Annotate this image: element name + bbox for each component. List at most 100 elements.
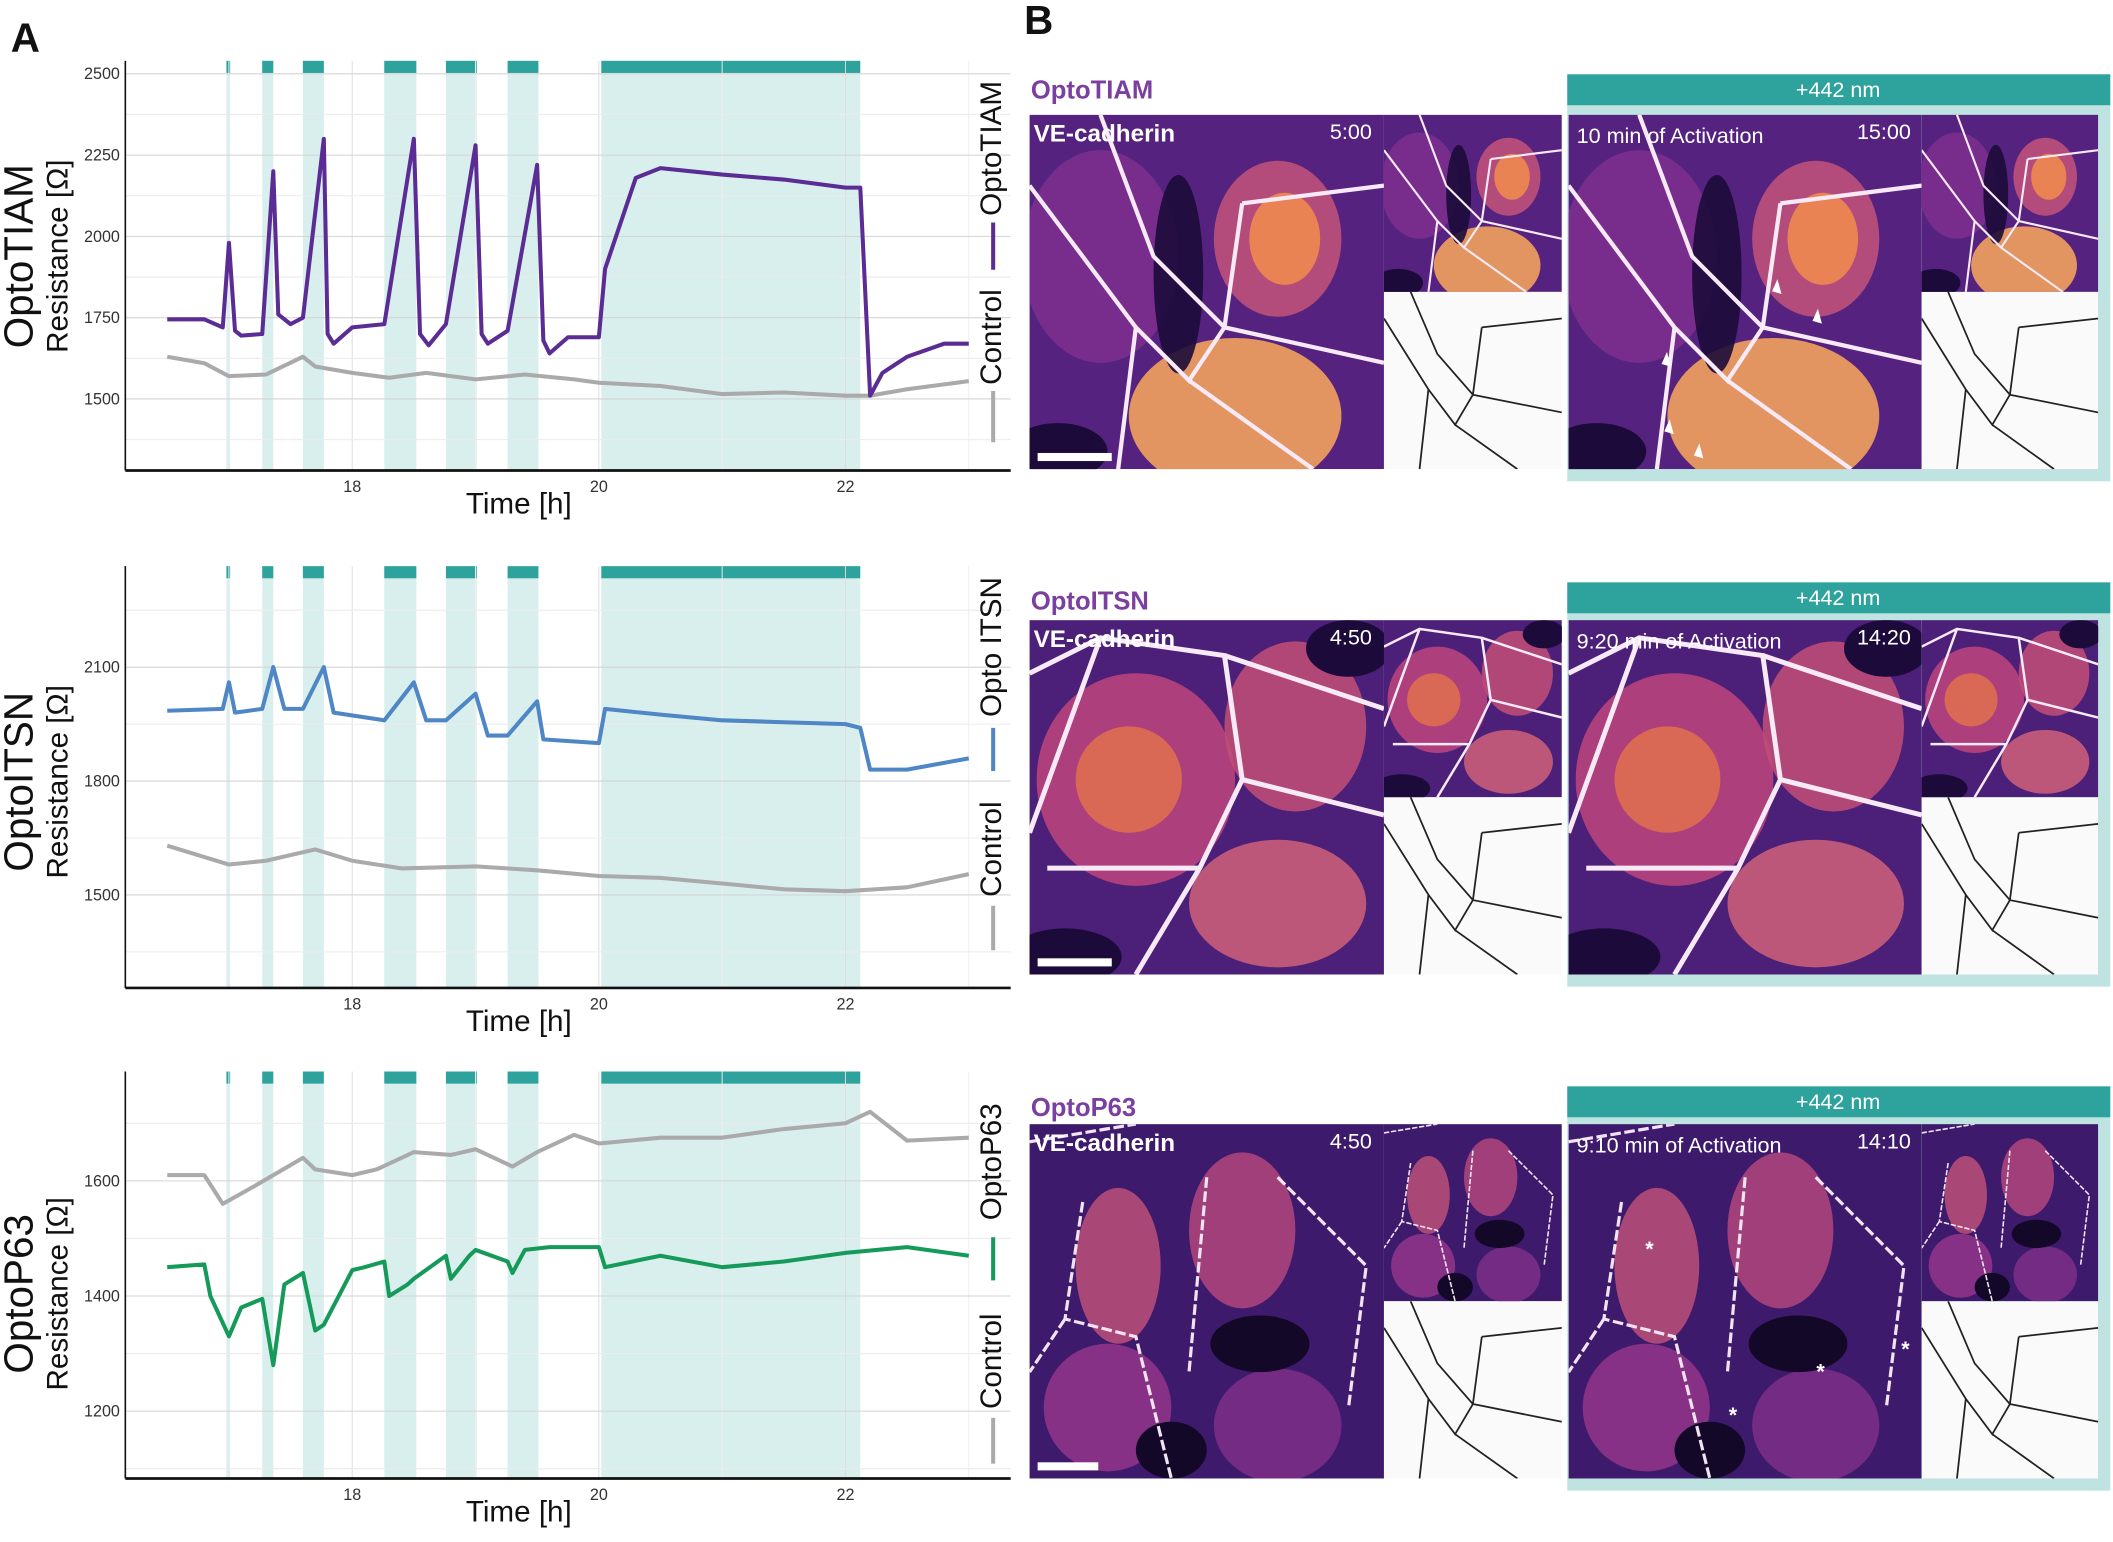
illumination-bar bbox=[302, 60, 324, 73]
stimulus-label: +442 nm bbox=[1796, 77, 1880, 102]
timestamp-before: 5:00 bbox=[1330, 119, 1372, 144]
stain-label: VE-cadherin bbox=[1034, 1130, 1176, 1157]
panel-letter-b: B bbox=[1024, 0, 1053, 43]
illumination-band bbox=[507, 566, 539, 988]
legend-label-experimental: Opto ITSN bbox=[975, 577, 1008, 717]
illumination-bar bbox=[507, 1071, 539, 1084]
x-tick-label: 22 bbox=[836, 1486, 854, 1504]
series-line-control bbox=[167, 1109, 969, 1206]
illumination-band bbox=[302, 566, 324, 988]
stimulus-label: +442 nm bbox=[1796, 585, 1880, 610]
x-tick-label: 20 bbox=[590, 478, 608, 496]
microscopy-row-optoitsn: OptoITSN +442 nm VE-cadherin 4:50 9:20 min o… bbox=[1008, 582, 2111, 987]
x-axis-label: Time [h] bbox=[466, 1005, 572, 1038]
illumination-band bbox=[507, 1071, 539, 1479]
asterisk-marker: * bbox=[1901, 1336, 1910, 1361]
timestamp-before: 4:50 bbox=[1330, 1128, 1372, 1153]
micrograph-after-inverted bbox=[1921, 797, 2099, 975]
construct-title: OptoITSN bbox=[1031, 587, 1149, 615]
illumination-band bbox=[262, 566, 274, 988]
y-tick-label: 1750 bbox=[84, 309, 120, 327]
stimulus-bar bbox=[1567, 1086, 2111, 1118]
construct-title: OptoTIAM bbox=[1031, 77, 1153, 105]
micrograph-after-zoom bbox=[1921, 114, 2099, 292]
y-tick-label: 1500 bbox=[84, 886, 120, 904]
micrograph-after-inverted bbox=[1921, 291, 2099, 470]
micrograph-after-inverted bbox=[1921, 1301, 2099, 1479]
timestamp-after: 15:00 bbox=[1857, 119, 1911, 144]
illumination-bar bbox=[226, 1071, 231, 1084]
panel-letter-a: A bbox=[11, 14, 40, 60]
illumination-bar bbox=[262, 60, 274, 73]
micrograph-after bbox=[1547, 620, 1928, 985]
illumination-bar bbox=[302, 1071, 324, 1084]
arrowhead-marker bbox=[1772, 279, 1782, 294]
scale-bar bbox=[1037, 958, 1112, 967]
y-axis-label: Resistance [Ω] bbox=[41, 160, 74, 353]
y-tick-label: 1400 bbox=[84, 1287, 120, 1305]
chart-optoitsn: 1500 1800 2100 18 20 22 Time [h] OptoITSN Resist… bbox=[0, 566, 1011, 1038]
series-line-optotiam bbox=[167, 136, 969, 398]
illumination-band bbox=[507, 60, 539, 471]
illumination-bar bbox=[262, 1071, 274, 1084]
illumination-bar bbox=[226, 60, 231, 73]
micrograph-before-inverted bbox=[1383, 291, 1562, 470]
y-axis-label: Resistance [Ω] bbox=[41, 1197, 74, 1390]
micrograph-after-zoom bbox=[1921, 1124, 2099, 1302]
activation-label: 9:10 min of Activation bbox=[1577, 1132, 1782, 1157]
legend-label-control: Control bbox=[975, 1313, 1008, 1409]
stimulus-bar bbox=[1567, 582, 2111, 614]
activation-label: 9:20 min of Activation bbox=[1577, 628, 1782, 653]
y-tick-label: 2000 bbox=[84, 228, 120, 246]
y-tick-label: 1600 bbox=[84, 1172, 120, 1190]
illumination-bar bbox=[262, 566, 274, 579]
stimulus-bar bbox=[1567, 74, 2111, 106]
micrograph-before-zoom bbox=[1383, 1124, 1562, 1302]
illumination-band bbox=[302, 1071, 324, 1479]
arrowhead-marker bbox=[1693, 443, 1704, 459]
micrograph-before bbox=[1008, 115, 1384, 494]
activation-label: 10 min of Activation bbox=[1577, 123, 1764, 148]
chart-optotiam: 1500 1750 2000 2250 2500 18 20 22 Time [h] OptoTI… bbox=[0, 60, 1011, 521]
y-axis-title: OptoITSN bbox=[0, 692, 41, 872]
stain-label: VE-cadherin bbox=[1034, 121, 1176, 148]
micrograph-before-inverted bbox=[1383, 797, 1562, 975]
y-tick-label: 1200 bbox=[84, 1403, 120, 1421]
asterisk-marker: * bbox=[1729, 1402, 1738, 1427]
illumination-band bbox=[601, 1071, 861, 1479]
illumination-band bbox=[445, 60, 477, 471]
legend-label-experimental: OptoTIAM bbox=[975, 81, 1008, 216]
y-axis-title: OptoP63 bbox=[0, 1214, 41, 1373]
illumination-band bbox=[384, 566, 417, 988]
illumination-bar bbox=[384, 60, 417, 73]
illumination-bar bbox=[601, 566, 861, 579]
x-axis-label: Time [h] bbox=[466, 488, 572, 521]
micrograph-before bbox=[1029, 1124, 1384, 1479]
legend-label-control: Control bbox=[975, 801, 1008, 897]
stimulus-label: +442 nm bbox=[1796, 1089, 1880, 1114]
micrograph-before bbox=[1008, 620, 1391, 985]
asterisk-marker: * bbox=[1816, 1359, 1825, 1384]
x-tick-label: 18 bbox=[343, 996, 361, 1014]
scale-bar bbox=[1037, 1462, 1099, 1471]
y-tick-label: 2500 bbox=[84, 65, 120, 83]
illumination-band bbox=[226, 1071, 231, 1479]
series-line-optop63 bbox=[167, 1245, 970, 1368]
micrograph-after bbox=[1568, 1124, 1922, 1479]
illumination-band bbox=[445, 566, 477, 988]
illumination-bar bbox=[384, 1071, 417, 1084]
construct-title: OptoP63 bbox=[1031, 1094, 1136, 1122]
micrograph-before-inverted bbox=[1383, 1301, 1562, 1479]
y-tick-label: 1500 bbox=[84, 390, 120, 408]
microscopy-panel: OptoTIAM +442 nm VE-cadherin 5:00 10 min of … bbox=[1008, 74, 2111, 1491]
illumination-band bbox=[601, 60, 861, 471]
y-axis-title: OptoTIAM bbox=[0, 164, 41, 348]
x-tick-label: 22 bbox=[836, 478, 854, 496]
illumination-bar bbox=[445, 60, 477, 73]
series-line-control bbox=[166, 354, 970, 398]
illumination-band bbox=[262, 1071, 274, 1479]
x-tick-label: 18 bbox=[343, 478, 361, 496]
illumination-bar bbox=[507, 60, 539, 73]
arrowhead-marker bbox=[1661, 351, 1671, 367]
